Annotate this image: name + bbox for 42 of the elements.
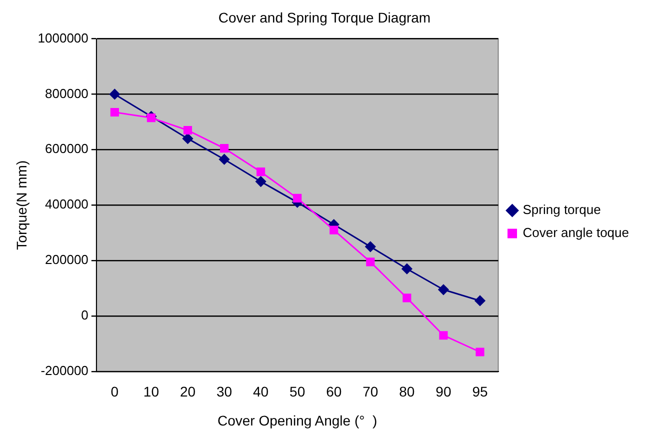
point [146,114,156,122]
y-axis-title: Torque(N mm) [13,160,30,250]
point [474,295,486,306]
point [439,331,448,340]
x-tick-label: 90 [436,384,452,400]
point [110,108,119,117]
x-tick-label: 70 [362,384,378,400]
x-tick-label: 95 [472,384,488,400]
point [256,176,266,187]
y-tick-label: 200000 [45,252,88,268]
point [330,226,338,234]
legend-label: Cover angle toque [522,225,630,240]
point [476,348,484,356]
x-tick-label: 40 [253,384,269,400]
point [182,133,193,144]
point [402,264,412,274]
x-axis-title: Cover Opening Angle (° ) [217,412,378,428]
y-tick-label: 400000 [45,196,88,212]
y-tick-label: 0 [81,308,88,323]
x-tick-label: 60 [326,384,342,400]
x-tick-label: 0 [110,384,119,400]
point [219,154,230,165]
y-tick-label: 800000 [45,86,88,101]
point [438,284,449,295]
y-tick-label: 1000000 [38,30,88,46]
x-tick-label: 80 [399,384,415,400]
x-tick-label: 50 [290,384,306,400]
point [220,144,229,153]
point [109,88,120,100]
chart-title: Cover and Spring Torque Diagram [218,9,431,26]
point [365,241,376,252]
point [256,168,266,176]
y-tick-label: 600000 [45,141,88,156]
legend-label: Spring torque [522,202,601,218]
x-tick-label: 30 [216,384,232,400]
x-tick-label: 20 [180,384,196,400]
point [402,294,412,302]
x-tick-label: 10 [143,384,160,400]
y-tick-label: -200000 [40,362,88,378]
point [183,126,192,135]
point [293,194,302,202]
point [366,258,375,266]
